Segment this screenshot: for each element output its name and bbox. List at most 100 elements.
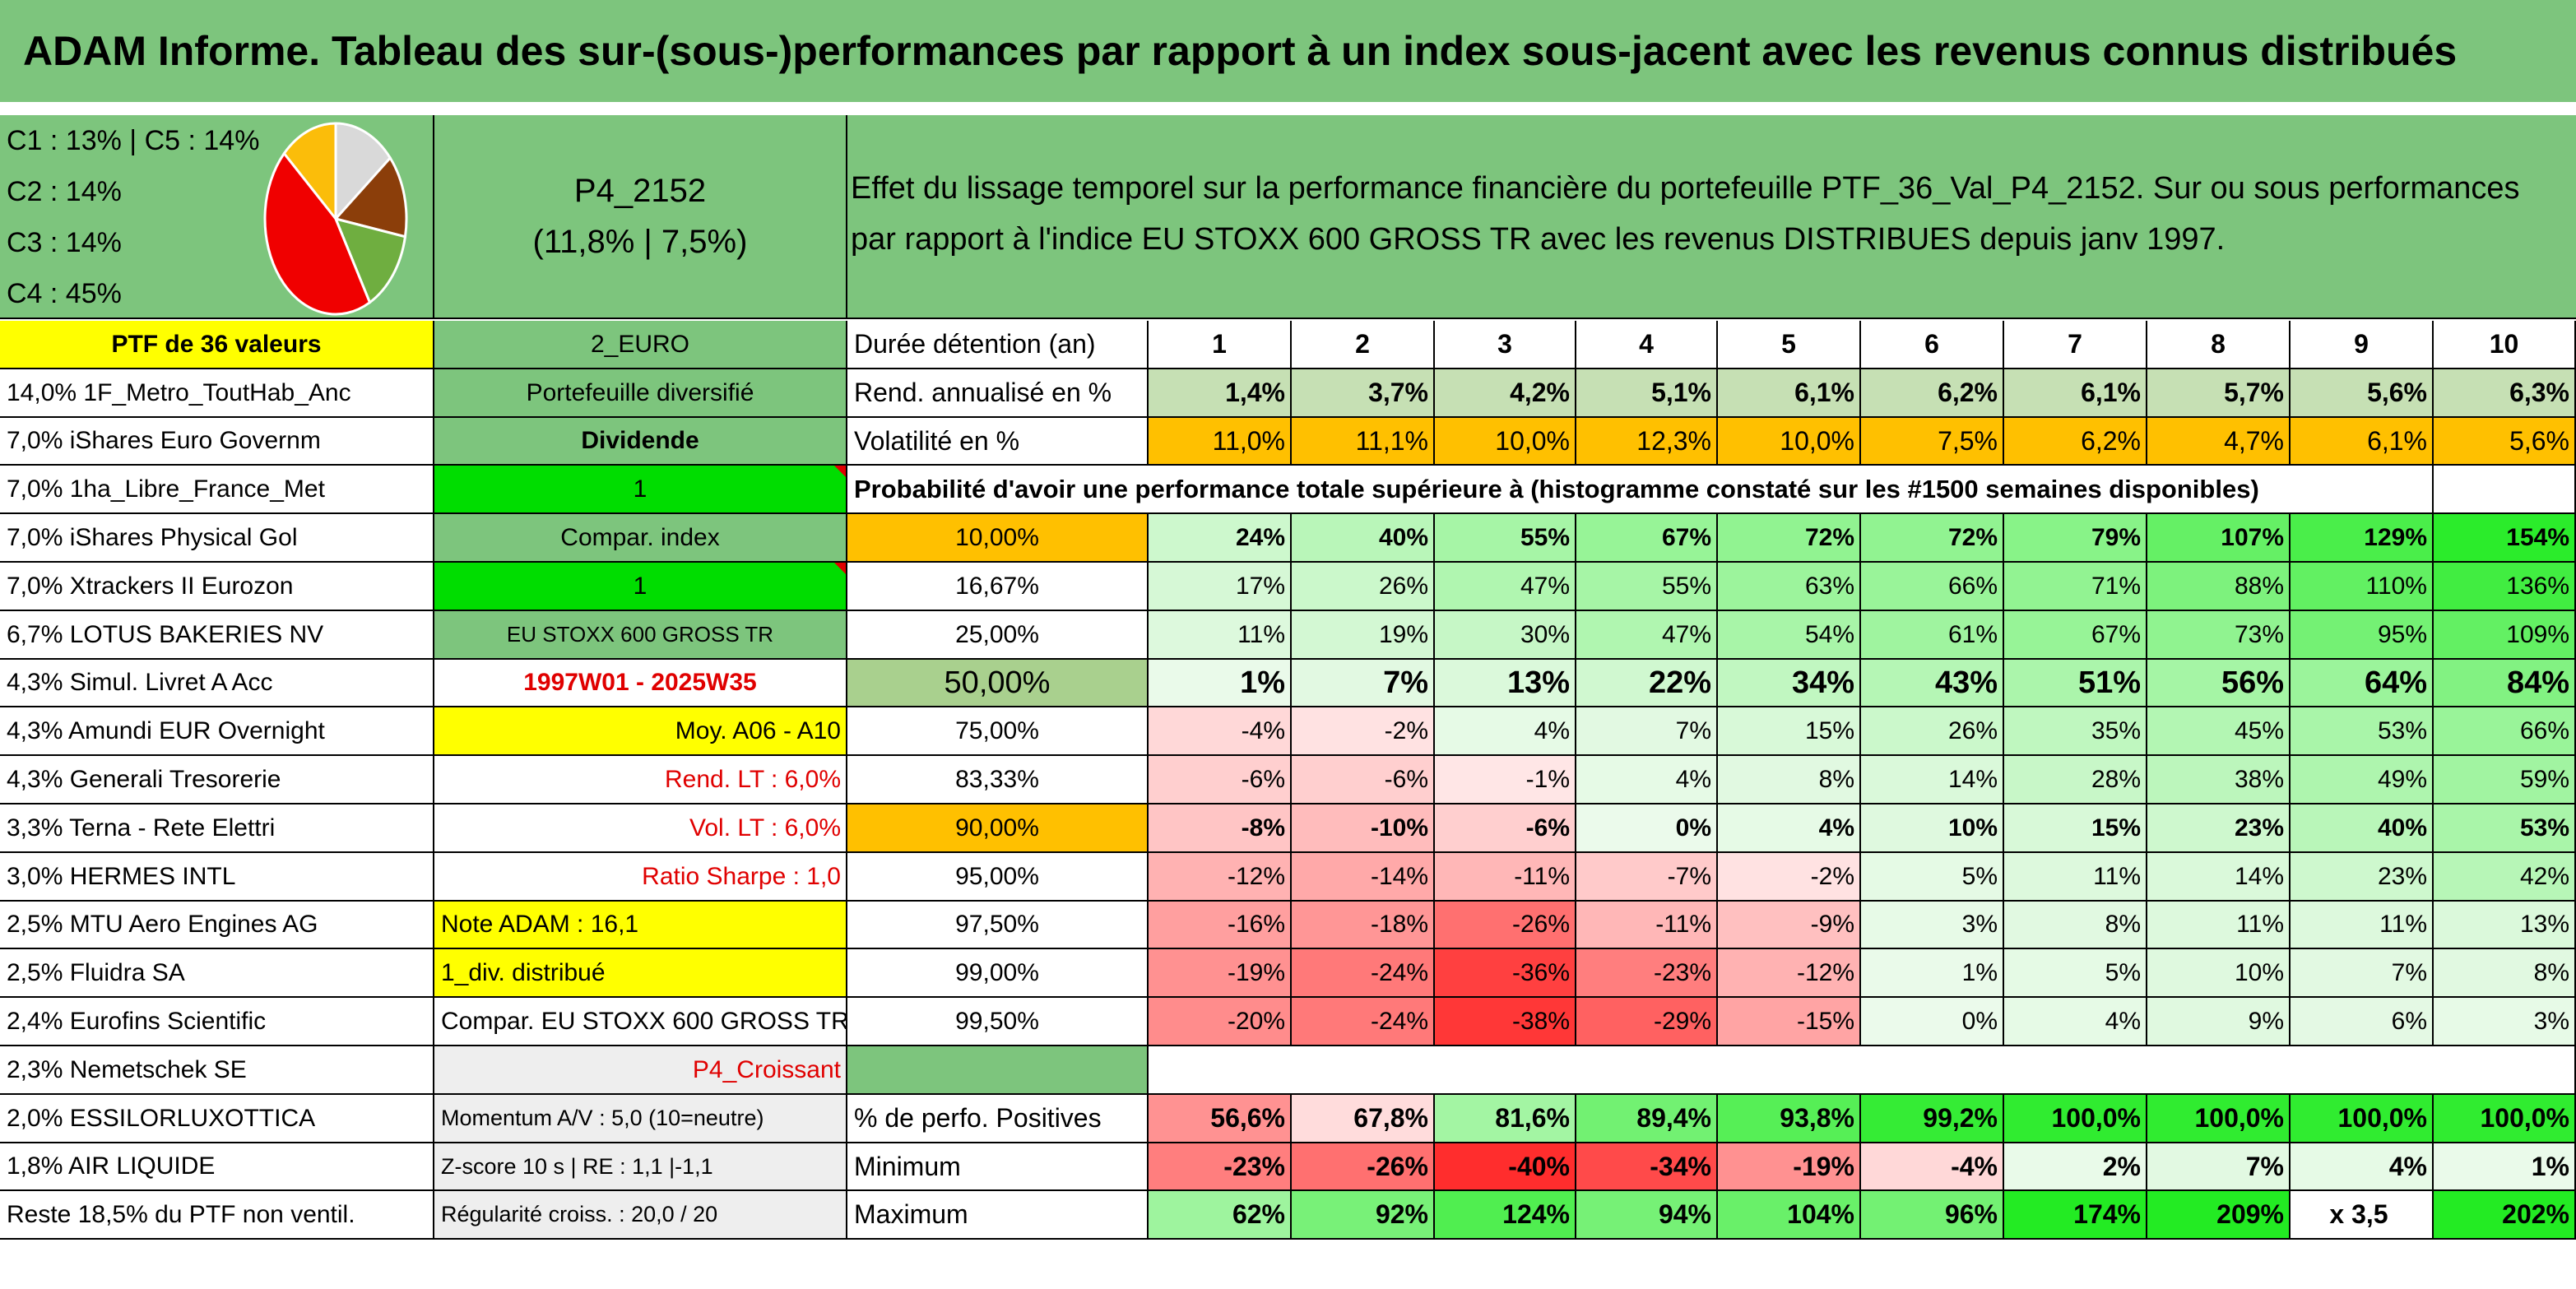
quantile-value: -10%	[1292, 804, 1435, 853]
minimum-value: -4%	[1861, 1143, 2004, 1191]
quantile-value: 11%	[2147, 902, 2291, 949]
quantile-value: 54%	[1718, 611, 1861, 660]
maximum-value: x 3,5	[2291, 1191, 2434, 1240]
quantile-value: -7%	[1576, 853, 1718, 902]
rend-value: 4,2%	[1435, 369, 1576, 418]
quantile-value: 15%	[1718, 707, 1861, 756]
quantile-value: -24%	[1292, 949, 1435, 998]
vol-value: 7,5%	[1861, 418, 2004, 466]
param-cell: Compar. index	[434, 514, 847, 563]
rend-value: 6,1%	[2004, 369, 2147, 418]
quantile-value: 72%	[1718, 514, 1861, 563]
param-cell: Régularité croiss. : 20,0 / 20	[434, 1191, 847, 1240]
pie-slice-c5	[334, 122, 392, 222]
quantile-value: 107%	[2147, 514, 2291, 563]
quantile-value: -38%	[1435, 998, 1576, 1046]
holding-row: 2,0% ESSILORLUXOTTICA	[0, 1095, 434, 1143]
param-cell: Ratio Sharpe : 1,0	[434, 853, 847, 902]
quantile-value: 13%	[2434, 902, 2576, 949]
minimum-value: 7%	[2147, 1143, 2291, 1191]
holding-row: 4,3% Simul. Livret A Acc	[0, 660, 434, 707]
quantile-value: -36%	[1435, 949, 1576, 998]
year-header: 4	[1576, 321, 1718, 369]
quantile-value: 129%	[2291, 514, 2434, 563]
param-cell: Dividende	[434, 418, 847, 466]
portfolio-id-block: P4_2152 (11,8% | 7,5%)	[434, 115, 847, 319]
maximum-value: 104%	[1718, 1191, 1861, 1240]
quantile-value: 67%	[2004, 611, 2147, 660]
quantile-value: 136%	[2434, 563, 2576, 611]
quantile-label: 99,50%	[847, 998, 1149, 1046]
holding-row: 2,3% Nemetschek SE	[0, 1046, 434, 1095]
report-title: ADAM Informe. Tableau des sur-(sous-)per…	[0, 0, 2576, 102]
vol-value: 11,0%	[1149, 418, 1292, 466]
vol-value: 6,2%	[2004, 418, 2147, 466]
positive-value: 89,4%	[1576, 1095, 1718, 1143]
vol-value: 10,0%	[1435, 418, 1576, 466]
quantile-value: 8%	[2434, 949, 2576, 998]
pos-label: % de perfo. Positives	[847, 1095, 1149, 1143]
year-header: 6	[1861, 321, 2004, 369]
quantile-value: 66%	[2434, 707, 2576, 756]
year-header: 1	[1149, 321, 1292, 369]
rend-value: 6,3%	[2434, 369, 2576, 418]
minimum-value: 1%	[2434, 1143, 2576, 1191]
holding-row: 2,4% Eurofins Scientific	[0, 998, 434, 1046]
quantile-value: 11%	[2291, 902, 2434, 949]
param-cell: Rend. LT : 6,0%	[434, 756, 847, 804]
param-cell: 1	[434, 466, 847, 514]
param-cell: Vol. LT : 6,0%	[434, 804, 847, 853]
holding-row: 6,7% LOTUS BAKERIES NV	[0, 611, 434, 660]
description: Effet du lissage temporel sur la perform…	[847, 115, 2576, 319]
quantile-value: 7%	[1576, 707, 1718, 756]
quantile-value: 26%	[1861, 707, 2004, 756]
quantile-value: 109%	[2434, 611, 2576, 660]
quantile-value: 3%	[2434, 998, 2576, 1046]
holding-row: 7,0% iShares Euro Governm	[0, 418, 434, 466]
minimum-value: -23%	[1149, 1143, 1292, 1191]
positive-value: 100,0%	[2004, 1095, 2147, 1143]
param-cell: Portefeuille diversifié	[434, 369, 847, 418]
pie-slice-c4	[263, 151, 372, 316]
param-cell: 1	[434, 563, 847, 611]
blank-cell	[847, 1046, 1149, 1095]
maximum-value: 94%	[1576, 1191, 1718, 1240]
min-label: Minimum	[847, 1143, 1149, 1191]
quantile-value: 30%	[1435, 611, 1576, 660]
quantile-value: 1%	[1149, 660, 1292, 707]
holding-row: 3,0% HERMES INTL	[0, 853, 434, 902]
holding-row: 4,3% Generali Tresorerie	[0, 756, 434, 804]
max-label: Maximum	[847, 1191, 1149, 1240]
positive-value: 93,8%	[1718, 1095, 1861, 1143]
quantile-value: 11%	[1149, 611, 1292, 660]
pie-label: C1 : 13% | C5 : 14%	[7, 125, 260, 156]
quantile-value: 11%	[2004, 853, 2147, 902]
quantile-value: 9%	[2147, 998, 2291, 1046]
vol-value: 5,6%	[2434, 418, 2576, 466]
maximum-value: 124%	[1435, 1191, 1576, 1240]
year-header: 3	[1435, 321, 1576, 369]
param-cell: EU STOXX 600 GROSS TR	[434, 611, 847, 660]
rend-value: 6,1%	[1718, 369, 1861, 418]
duree-label: Durée détention (an)	[847, 321, 1149, 369]
blank-cell	[2434, 466, 2576, 514]
quantile-value: 49%	[2291, 756, 2434, 804]
quantile-value: -11%	[1435, 853, 1576, 902]
holdings-header: PTF de 36 valeurs	[0, 321, 434, 369]
quantile-value: 47%	[1576, 611, 1718, 660]
vol-value: 10,0%	[1718, 418, 1861, 466]
quantile-value: 55%	[1435, 514, 1576, 563]
quantile-value: 66%	[1861, 563, 2004, 611]
pie-label: C3 : 14%	[7, 227, 122, 258]
positive-value: 100,0%	[2291, 1095, 2434, 1143]
quantile-value: 10%	[2147, 949, 2291, 998]
maximum-value: 92%	[1292, 1191, 1435, 1240]
param-cell: Z-score 10 s | RE : 1,1 |-1,1	[434, 1143, 847, 1191]
param-cell: Compar. EU STOXX 600 GROSS TR	[434, 998, 847, 1046]
quantile-value: -2%	[1718, 853, 1861, 902]
quantile-value: 154%	[2434, 514, 2576, 563]
quantile-value: 10%	[1861, 804, 2004, 853]
vol-value: 11,1%	[1292, 418, 1435, 466]
quantile-value: -6%	[1435, 804, 1576, 853]
